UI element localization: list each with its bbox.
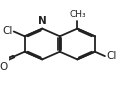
Text: O: O (0, 62, 7, 72)
Text: CH₃: CH₃ (69, 10, 86, 19)
Text: Cl: Cl (106, 51, 116, 61)
Text: Cl: Cl (2, 26, 12, 36)
Text: N: N (38, 16, 47, 26)
